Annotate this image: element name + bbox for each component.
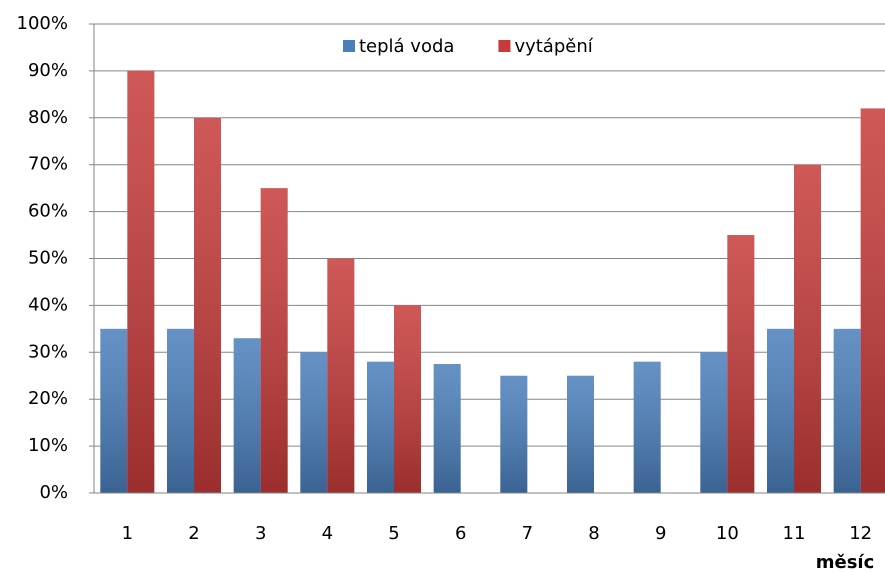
bar-shade bbox=[233, 338, 261, 493]
bar-shade bbox=[194, 117, 221, 494]
x-tick-label: 2 bbox=[188, 523, 199, 544]
x-tick-label: 9 bbox=[655, 523, 666, 544]
legend-label: teplá voda bbox=[359, 36, 454, 57]
bar-shade bbox=[700, 352, 728, 493]
y-tick-label: 100% bbox=[17, 13, 68, 34]
bar-shade bbox=[300, 352, 328, 493]
bar-shade bbox=[833, 328, 861, 493]
x-tick-label: 11 bbox=[783, 523, 806, 544]
x-axis-label: měsíc bbox=[816, 552, 875, 572]
y-tick-label: 70% bbox=[28, 154, 68, 175]
bar-shade bbox=[167, 328, 194, 493]
y-tick-label: 0% bbox=[39, 482, 68, 503]
y-tick-label: 20% bbox=[28, 388, 68, 409]
x-tick-label: 3 bbox=[255, 523, 266, 544]
bar-shade bbox=[794, 164, 821, 493]
x-tick-label: 6 bbox=[455, 523, 466, 544]
bar-shade bbox=[327, 258, 355, 493]
bar-shade bbox=[433, 364, 461, 493]
bar-shade bbox=[500, 375, 528, 493]
y-tick-label: 30% bbox=[28, 341, 68, 362]
legend-swatch bbox=[343, 40, 355, 52]
bar-shade bbox=[567, 375, 594, 493]
y-tick-label: 40% bbox=[28, 294, 68, 315]
y-tick-label: 10% bbox=[28, 435, 68, 456]
y-tick-label: 80% bbox=[28, 107, 68, 128]
y-tick-label: 60% bbox=[28, 201, 68, 222]
x-tick-label: 12 bbox=[849, 523, 872, 544]
x-tick-label: 7 bbox=[522, 523, 533, 544]
legend-swatch bbox=[498, 40, 511, 52]
bar-shade bbox=[860, 108, 885, 494]
x-tick-label: 5 bbox=[388, 523, 399, 544]
bar-shade bbox=[394, 305, 421, 493]
bar-shade bbox=[260, 188, 288, 493]
bar-shade bbox=[727, 235, 755, 494]
y-tick-label: 90% bbox=[28, 60, 68, 81]
bar-shade bbox=[767, 328, 794, 493]
x-tick-label: 8 bbox=[588, 523, 599, 544]
bar-shade bbox=[100, 328, 128, 493]
y-tick-label: 50% bbox=[28, 248, 68, 269]
bar-shade bbox=[127, 70, 155, 494]
x-tick-label: 10 bbox=[716, 523, 739, 544]
x-tick-label: 1 bbox=[122, 523, 133, 544]
legend-label: vytápění bbox=[514, 36, 593, 57]
bar-shade bbox=[367, 361, 394, 493]
bar-shade bbox=[633, 361, 661, 493]
x-tick-label: 4 bbox=[322, 523, 333, 544]
